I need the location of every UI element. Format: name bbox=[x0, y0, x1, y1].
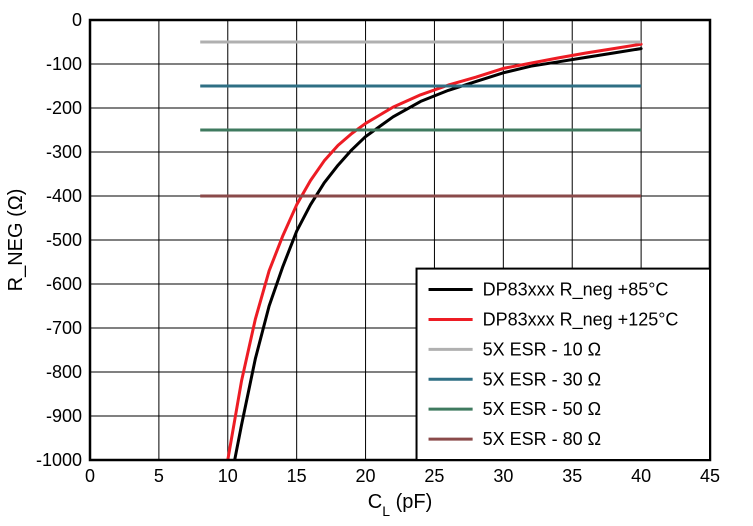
y-tick-label: 0 bbox=[72, 10, 82, 30]
x-tick-label: 15 bbox=[287, 466, 307, 486]
chart-container: 051015202530354045-1000-900-800-700-600-… bbox=[0, 0, 753, 526]
x-tick-label: 25 bbox=[424, 466, 444, 486]
x-tick-label: 35 bbox=[562, 466, 582, 486]
y-tick-label: -100 bbox=[46, 54, 82, 74]
y-tick-label: -600 bbox=[46, 274, 82, 294]
y-tick-label: -800 bbox=[46, 362, 82, 382]
y-tick-label: -200 bbox=[46, 98, 82, 118]
y-tick-label: -900 bbox=[46, 406, 82, 426]
x-tick-label: 40 bbox=[631, 466, 651, 486]
legend: DP83xxx R_neg +85°C DP83xxx R_neg +125°C 5… bbox=[417, 269, 710, 460]
x-tick-label: 5 bbox=[154, 466, 164, 486]
legend-label-esr50: 5X ESR - 50 Ω bbox=[483, 399, 602, 419]
y-tick-label: -700 bbox=[46, 318, 82, 338]
y-tick-label: -400 bbox=[46, 186, 82, 206]
x-tick-label: 30 bbox=[493, 466, 513, 486]
legend-label-esr30: 5X ESR - 30 Ω bbox=[483, 369, 602, 389]
x-tick-label: 10 bbox=[218, 466, 238, 486]
legend-label-rneg125: DP83xxx R_neg +125°C bbox=[483, 309, 679, 330]
x-tick-label: 20 bbox=[356, 466, 376, 486]
legend-label-rneg85: DP83xxx R_neg +85°C bbox=[483, 280, 669, 301]
y-tick-label: -500 bbox=[46, 230, 82, 250]
legend-label-esr10: 5X ESR - 10 Ω bbox=[483, 339, 602, 359]
x-tick-label: 0 bbox=[85, 466, 95, 486]
x-tick-label: 45 bbox=[700, 466, 720, 486]
y-axis-label: R_NEG (Ω) bbox=[5, 189, 27, 292]
rneg-vs-cl-chart: 051015202530354045-1000-900-800-700-600-… bbox=[0, 0, 753, 526]
y-tick-label: -1000 bbox=[36, 450, 82, 470]
y-tick-label: -300 bbox=[46, 142, 82, 162]
legend-label-esr80: 5X ESR - 80 Ω bbox=[483, 429, 602, 449]
